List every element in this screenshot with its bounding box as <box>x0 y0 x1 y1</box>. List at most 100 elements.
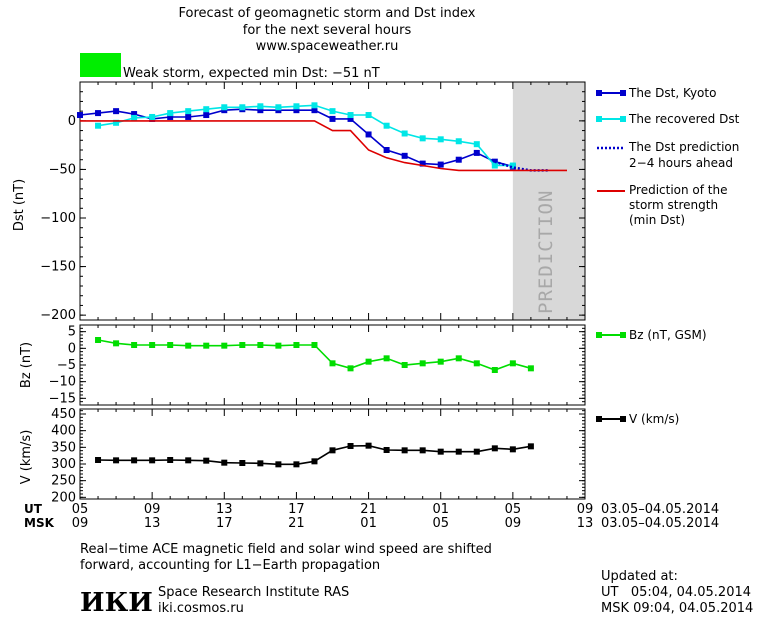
y-tick-label: 350 <box>51 440 76 455</box>
data-point <box>527 443 534 450</box>
dst-axis-label: Dst (nT) <box>12 179 27 231</box>
series-line <box>80 120 567 172</box>
data-point <box>347 112 354 119</box>
data-point <box>509 360 516 367</box>
x-tick-label-msk: 17 <box>216 516 233 531</box>
y-tick-label: −5 <box>57 358 76 373</box>
y-tick-label: −50 <box>49 162 76 177</box>
data-point <box>167 457 174 463</box>
data-point <box>95 337 102 343</box>
legend-strength-label-line2: storm strength <box>629 198 718 212</box>
data-point <box>329 115 336 122</box>
data-point <box>131 457 138 464</box>
data-point <box>329 360 336 367</box>
data-point <box>185 113 192 120</box>
footer-note-line1: Real−time ACE magnetic field and solar w… <box>80 542 492 557</box>
x-tick-label-msk: 13 <box>144 516 161 531</box>
x-axis-msk-label: MSK <box>24 516 55 530</box>
data-point <box>239 342 246 348</box>
legend-kyoto: The Dst, Kyoto <box>596 86 716 100</box>
x-axis-msk-date-range: 03.05–04.05.2014 <box>601 516 719 531</box>
storm-indicator-text: Weak storm, expected min Dst: −51 nT <box>123 66 380 81</box>
y-tick-label: −100 <box>40 211 76 226</box>
data-point <box>275 342 282 349</box>
legend-bz: Bz (nT, GSM) <box>596 328 707 342</box>
data-point <box>113 340 120 347</box>
prediction-band <box>512 82 585 320</box>
data-point <box>221 342 228 349</box>
data-point <box>113 457 120 464</box>
y-tick-label: 0 <box>68 114 76 129</box>
legend-prediction-label-line1: The Dst prediction <box>628 140 739 154</box>
data-point <box>221 459 228 466</box>
legend-prediction: The Dst prediction 2−4 hours ahead <box>597 140 739 170</box>
data-point <box>509 446 516 453</box>
x-axis-ut-label: UT <box>24 502 43 516</box>
x-tick-label-ut: 05 <box>72 502 89 517</box>
x-tick-label-msk: 09 <box>505 516 522 531</box>
data-point <box>221 104 228 111</box>
data-point <box>473 360 480 367</box>
data-point <box>275 104 282 111</box>
y-tick-label: −200 <box>40 308 76 323</box>
updated-ut: UT 05:04, 04.05.2014 <box>601 585 751 600</box>
legend-recovered-label: The recovered Dst <box>628 112 740 126</box>
y-tick-label: −150 <box>40 260 76 275</box>
y-tick-label: 250 <box>51 474 76 489</box>
y-tick-label: 300 <box>51 457 76 472</box>
data-point <box>167 113 174 120</box>
data-point <box>167 110 174 117</box>
data-point <box>95 122 102 129</box>
institute-name: Space Research Institute RAS <box>158 585 349 600</box>
data-point <box>167 342 174 348</box>
footer-note-line2: forward, accounting for L1−Earth propaga… <box>80 558 380 573</box>
x-tick-label-ut: 13 <box>216 502 233 517</box>
data-point <box>257 107 264 114</box>
chart-title-line3: www.spaceweather.ru <box>256 39 399 54</box>
data-point <box>473 149 480 156</box>
legend-strength-label-line3: (min Dst) <box>629 213 685 227</box>
x-axis: UT MSK 03.05–04.05.2014 03.05–04.05.2014… <box>24 502 719 531</box>
data-point <box>185 108 192 115</box>
data-point <box>77 112 83 119</box>
legend-bz-label: Bz (nT, GSM) <box>629 328 707 342</box>
data-point <box>113 119 120 126</box>
data-point <box>419 360 426 367</box>
data-point <box>185 457 192 464</box>
data-point <box>365 131 372 138</box>
data-point <box>95 457 102 463</box>
data-point <box>401 362 408 368</box>
series-line <box>97 104 513 167</box>
legend-strength-label-line1: Prediction of the <box>629 183 728 197</box>
chart-title-line1: Forecast of geomagnetic storm and Dst in… <box>178 6 475 21</box>
data-point <box>383 147 390 153</box>
data-point <box>329 108 336 115</box>
data-point <box>347 115 354 122</box>
legend-v-label: V (km/s) <box>629 412 679 426</box>
y-tick-label: 0 <box>68 341 76 356</box>
data-point <box>95 110 102 117</box>
data-point <box>401 447 408 454</box>
data-point <box>491 367 498 373</box>
data-point <box>437 136 444 143</box>
updated-label: Updated at: <box>601 569 678 584</box>
y-tick-label: −10 <box>49 375 76 390</box>
data-point <box>383 355 390 362</box>
data-point <box>293 103 300 110</box>
data-point <box>257 342 264 348</box>
y-tick-label: 400 <box>51 424 76 439</box>
chart-title-line2: for the next several hours <box>243 23 412 38</box>
legend-prediction-label-line2: 2−4 hours ahead <box>629 156 733 170</box>
legend-v: V (km/s) <box>596 412 679 426</box>
data-point <box>527 365 534 372</box>
iki-logo: ИКИ <box>80 588 153 618</box>
data-point <box>311 102 318 109</box>
data-point <box>203 342 210 349</box>
data-point <box>275 461 282 468</box>
data-point <box>455 156 462 163</box>
storm-indicator-swatch <box>80 53 121 77</box>
v-axis-label: V (km/s) <box>19 430 34 485</box>
data-point <box>437 448 444 455</box>
x-tick-label-msk: 13 <box>577 516 594 531</box>
